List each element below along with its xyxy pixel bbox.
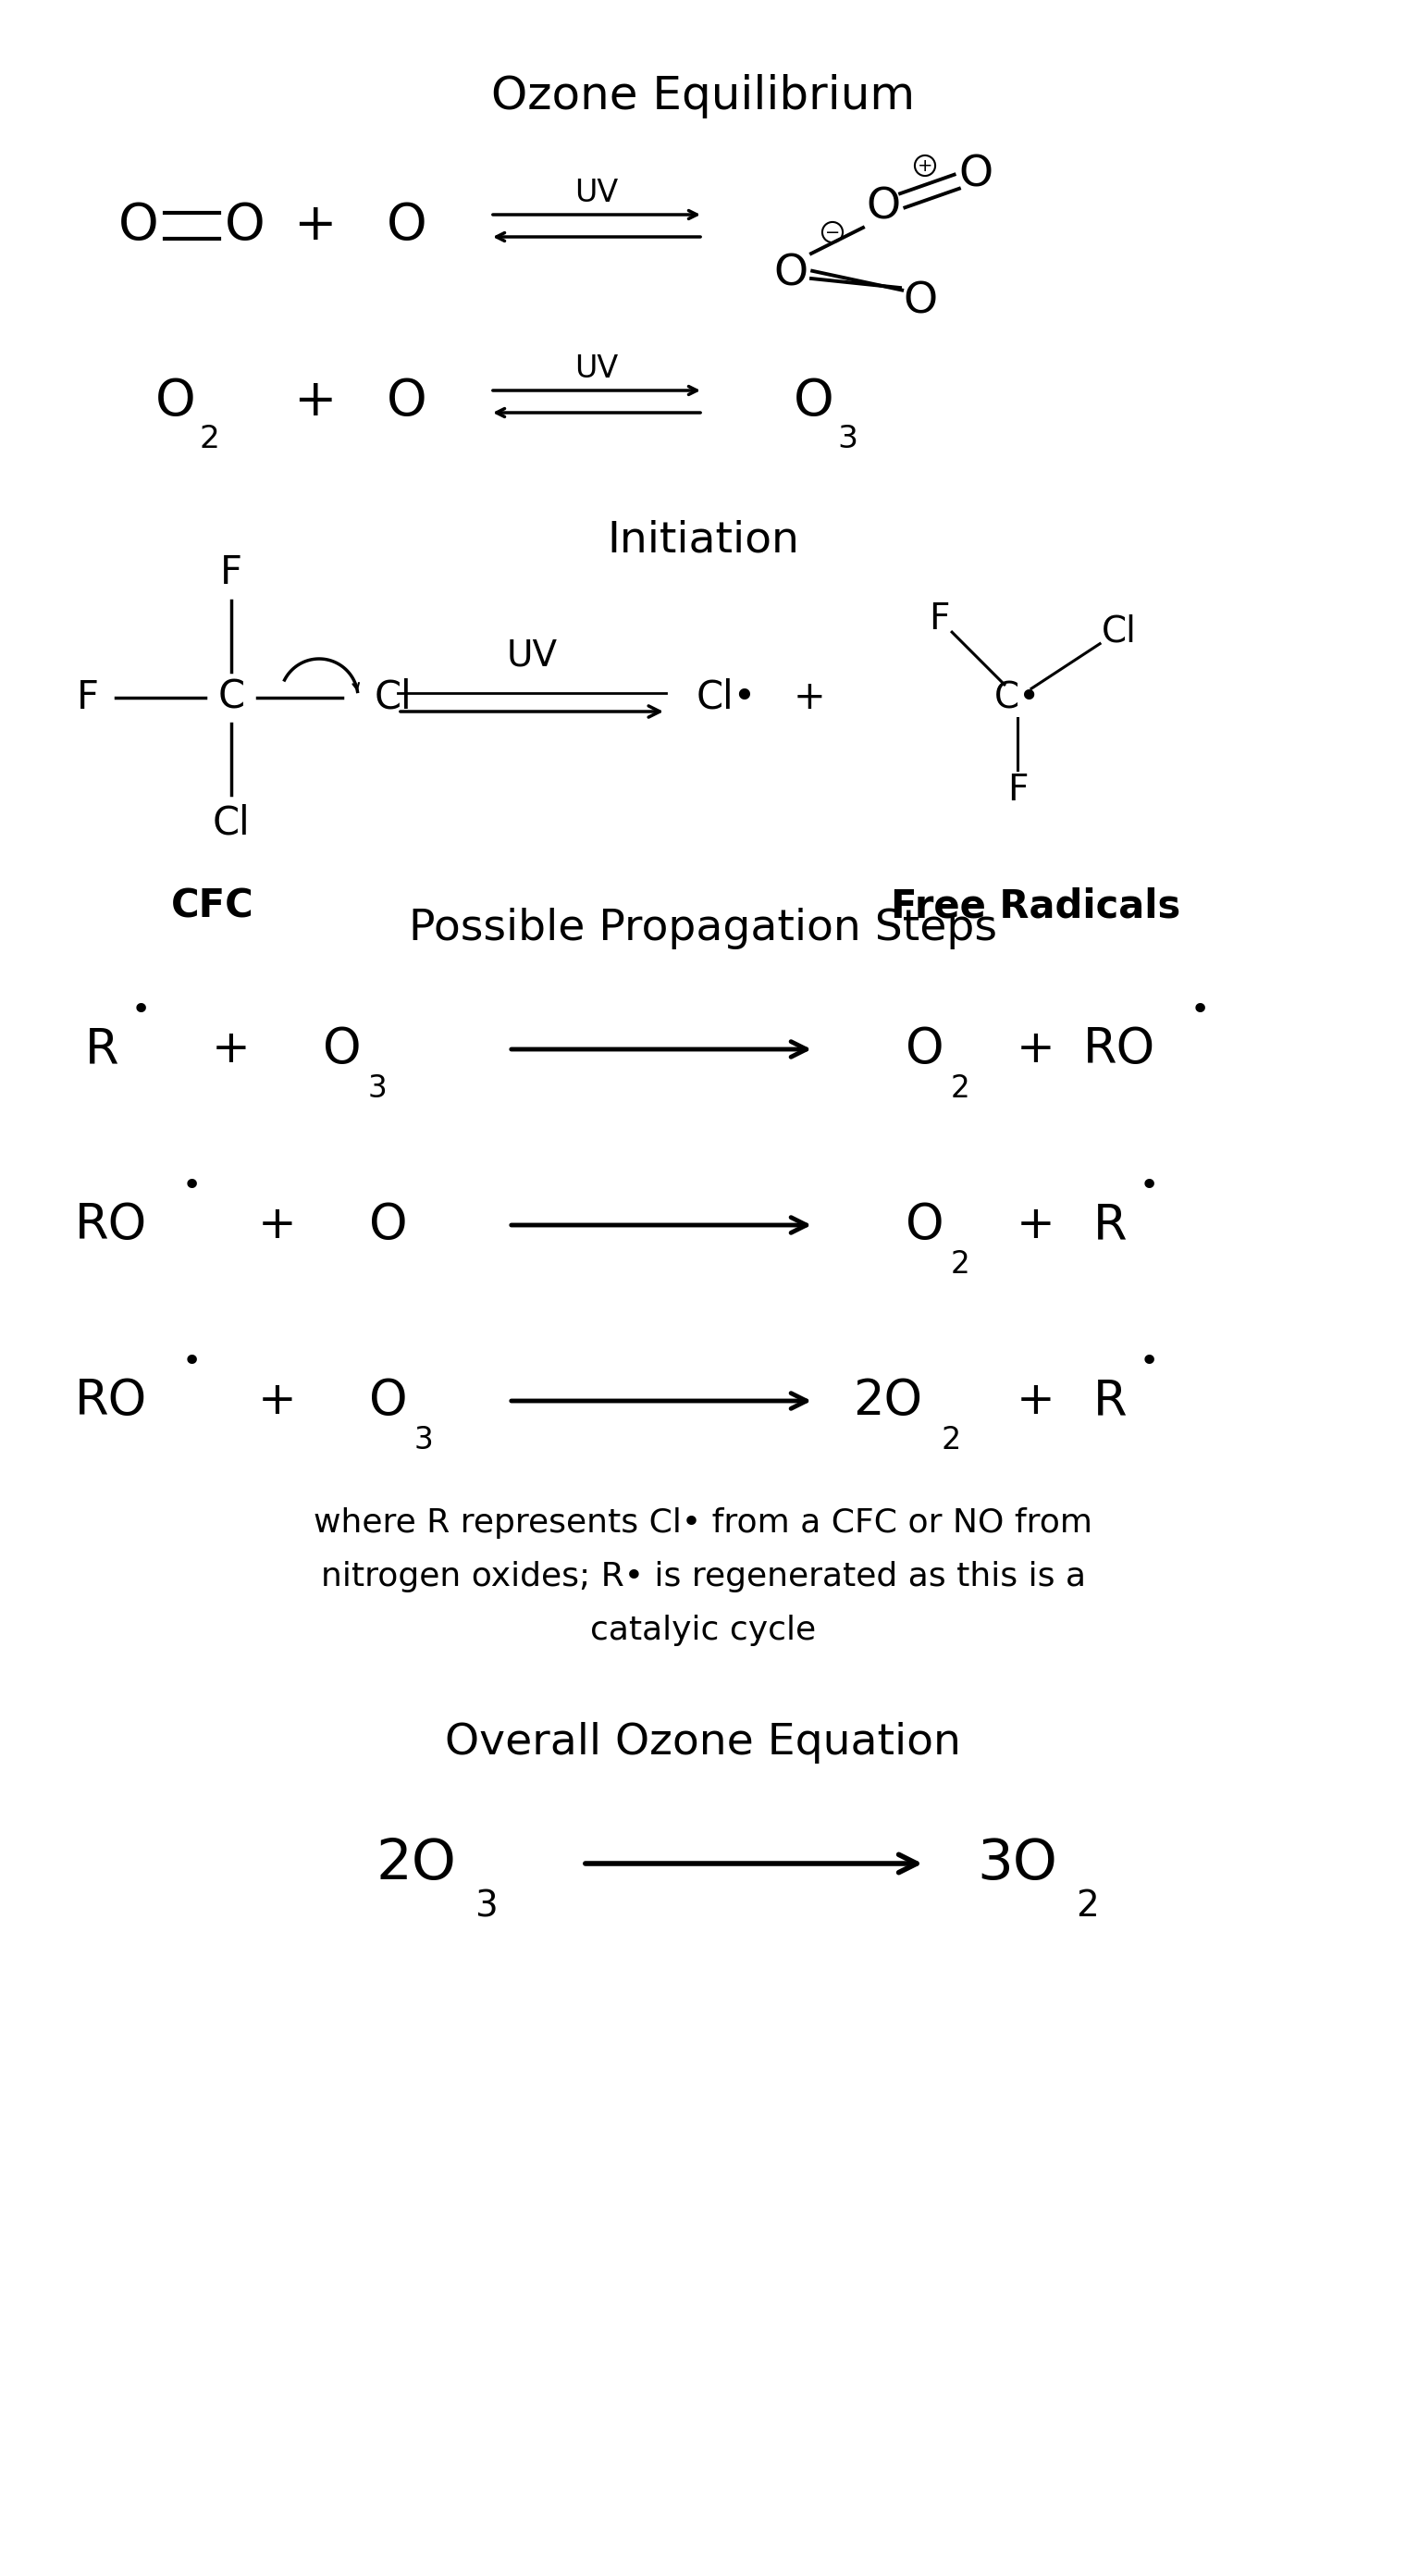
Text: 3: 3 (413, 1425, 433, 1455)
Text: Initiation: Initiation (607, 520, 799, 562)
Text: 2: 2 (950, 1072, 970, 1103)
Text: RO: RO (75, 1376, 148, 1425)
Text: UV: UV (506, 639, 557, 672)
Text: R: R (1092, 1376, 1128, 1425)
Text: R: R (84, 1025, 118, 1074)
Text: where R represents Cl• from a CFC or NO from
nitrogen oxides; R• is regenerated : where R represents Cl• from a CFC or NO … (314, 1507, 1092, 1646)
Text: O: O (323, 1025, 361, 1074)
Text: +: + (259, 1378, 297, 1422)
Text: +: + (793, 677, 825, 716)
Text: O: O (387, 376, 427, 428)
Text: O: O (156, 376, 195, 428)
Text: •: • (1189, 994, 1209, 1025)
Text: O: O (866, 185, 901, 229)
Text: •: • (181, 1170, 201, 1203)
Text: F: F (928, 600, 949, 636)
Text: +: + (917, 157, 932, 175)
Text: O: O (370, 1376, 408, 1425)
Text: CFC: CFC (172, 886, 254, 925)
Text: O: O (905, 1200, 945, 1249)
Text: O: O (773, 252, 808, 294)
Text: 2: 2 (198, 422, 219, 453)
Text: 2O: 2O (853, 1376, 922, 1425)
Text: 2: 2 (1076, 1888, 1098, 1924)
Text: 3: 3 (368, 1072, 387, 1103)
Text: O: O (225, 201, 266, 250)
Text: F: F (77, 677, 98, 716)
Text: UV: UV (575, 353, 619, 384)
Text: RO: RO (1083, 1025, 1156, 1074)
Text: 2O: 2O (375, 1837, 457, 1891)
Text: −: − (825, 224, 839, 242)
Text: 3O: 3O (977, 1837, 1057, 1891)
Text: Cl: Cl (212, 804, 250, 842)
Text: Overall Ozone Equation: Overall Ozone Equation (444, 1723, 962, 1765)
Text: Cl•: Cl• (696, 677, 756, 716)
Text: Ozone Equilibrium: Ozone Equilibrium (491, 75, 915, 118)
Text: Cl: Cl (374, 677, 412, 716)
Text: 2: 2 (950, 1249, 970, 1280)
Text: +: + (1017, 1378, 1056, 1422)
Text: Possible Propagation Steps: Possible Propagation Steps (409, 909, 997, 951)
Text: O: O (118, 201, 159, 250)
Text: +: + (292, 376, 336, 428)
Text: •: • (181, 1347, 201, 1378)
Text: O: O (370, 1200, 408, 1249)
Text: C: C (218, 677, 245, 716)
Text: 3: 3 (837, 422, 858, 453)
Text: 2: 2 (941, 1425, 960, 1455)
Text: •: • (1139, 1170, 1159, 1203)
Text: RO: RO (75, 1200, 148, 1249)
Text: 3: 3 (474, 1888, 498, 1924)
Text: •: • (1139, 1347, 1159, 1378)
Text: O: O (794, 376, 834, 428)
Text: +: + (1017, 1203, 1056, 1247)
Text: O: O (959, 155, 993, 196)
Text: Free Radicals: Free Radicals (891, 886, 1181, 925)
Text: Cl: Cl (1102, 613, 1137, 649)
Text: O: O (905, 1025, 945, 1074)
Text: C•: C• (994, 680, 1040, 716)
Text: •: • (131, 994, 150, 1025)
Text: +: + (292, 201, 336, 250)
Text: +: + (212, 1028, 250, 1072)
Text: F: F (221, 554, 242, 592)
Text: +: + (259, 1203, 297, 1247)
Text: +: + (1017, 1028, 1056, 1072)
Text: O: O (387, 201, 427, 250)
Text: F: F (1007, 773, 1028, 809)
Text: R: R (1092, 1200, 1128, 1249)
Text: UV: UV (575, 178, 619, 209)
Text: O: O (903, 281, 938, 322)
